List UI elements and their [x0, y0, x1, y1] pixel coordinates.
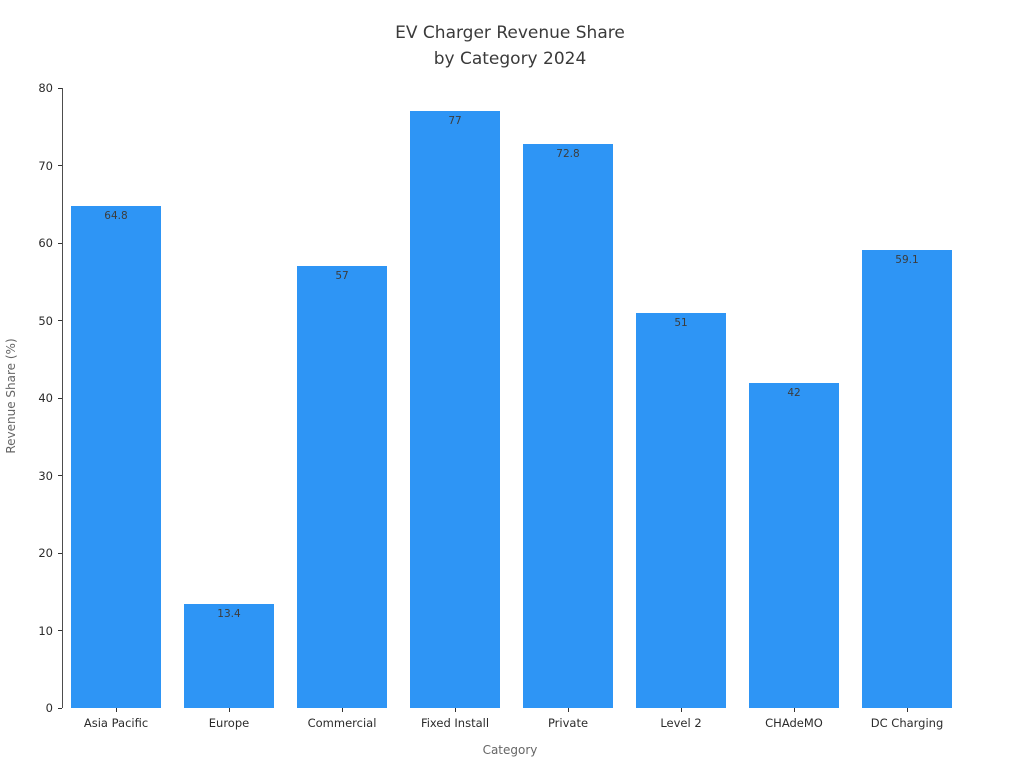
y-tick-label: 0 [45, 701, 53, 715]
bar-value-label: 13.4 [217, 608, 241, 621]
y-tick-mark [58, 552, 62, 554]
bar-private: 72.8 [523, 143, 613, 708]
y-axis-label: Revenue Share (%) [4, 338, 18, 454]
bar-asia-pacific: 64.8 [71, 205, 161, 708]
y-tick-label: 30 [38, 468, 53, 483]
x-tick-label: Asia Pacific [83, 716, 149, 730]
bar-value-label: 72.8 [556, 147, 580, 160]
y-tick-label: 70 [38, 158, 53, 173]
x-tick-label: Fixed Install [420, 716, 490, 730]
y-tick-mark [58, 320, 62, 321]
bar-value-label: 57 [335, 270, 349, 283]
bar-dc-charging: 59.1 [862, 249, 952, 708]
x-tick-mark [454, 708, 456, 712]
x-tick-mark [680, 708, 682, 712]
chart-title-line2: by Category 2024 [433, 49, 587, 69]
y-tick-mark [58, 87, 62, 89]
plot-area: 0 10 20 30 40 50 60 70 80 64.8 Asia Pacific 13.4 Eur… [38, 81, 959, 730]
chart-title: EV Charger Revenue Share by Category 202… [62, 20, 958, 72]
x-tick-label: Level 2 [660, 716, 702, 730]
bar-level-2: 51 [636, 312, 726, 708]
y-tick-label: 60 [38, 236, 53, 250]
x-tick-mark [115, 708, 117, 712]
x-tick-mark [341, 708, 343, 712]
bar-europe: 13.4 [184, 604, 274, 708]
chart-title-line1: EV Charger Revenue Share [395, 23, 625, 43]
x-tick-label: Private [547, 716, 589, 730]
y-tick-label: 50 [38, 313, 53, 328]
y-tick-label: 10 [38, 623, 53, 638]
bar-commercial: 57 [297, 266, 387, 708]
bar-value-label: 51 [674, 316, 688, 329]
bar-value-label: 59.1 [895, 253, 919, 266]
bar-fixed-install: 77 [410, 111, 500, 708]
y-tick-mark [58, 475, 62, 476]
x-tick-label: DC Charging [870, 716, 944, 730]
y-tick-mark [58, 397, 62, 399]
bar-value-label: 77 [448, 115, 462, 128]
bar-value-label: 42 [787, 386, 801, 399]
bar-chademo: 42 [749, 382, 839, 708]
x-tick-mark [567, 708, 569, 712]
y-tick-label: 20 [38, 546, 53, 560]
y-tick-mark [58, 630, 62, 631]
y-tick-label: 40 [38, 391, 53, 405]
y-tick-mark [58, 165, 62, 166]
bar-value-label: 64.8 [104, 209, 128, 222]
x-tick-label: CHAdeMO [765, 716, 823, 730]
y-tick-mark [58, 242, 62, 244]
y-tick-mark [58, 707, 62, 709]
x-tick-mark [793, 708, 795, 712]
x-tick-mark [906, 708, 908, 712]
x-tick-mark [228, 708, 230, 712]
x-tick-label: Commercial [307, 716, 377, 730]
y-tick-label: 80 [38, 81, 53, 95]
x-tick-label: Europe [208, 716, 250, 730]
x-axis-label: Category [482, 743, 538, 757]
